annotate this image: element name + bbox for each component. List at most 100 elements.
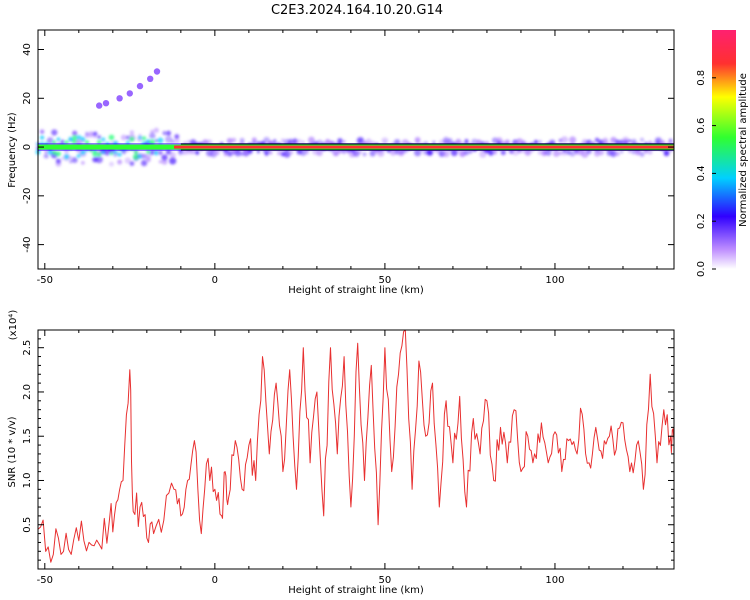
spectrogram-speckle	[92, 131, 98, 137]
spectrogram-speckle	[464, 139, 469, 143]
spectrogram-speckle	[69, 159, 73, 164]
spectrogram-speckle	[615, 151, 620, 157]
spectrogram-speckle	[239, 138, 245, 143]
spectrogram-speckle	[622, 136, 630, 144]
spectrogram-speckle	[415, 139, 420, 144]
spectrogram-speckle	[109, 161, 114, 167]
spectrogram-speckle	[292, 138, 298, 144]
snr-frame	[37, 329, 675, 570]
colorbar-label: Normalized spectral amplitude	[738, 73, 749, 227]
spectrogram-panel: -50 0 50 100 -40 -20 0 20 40 Height of straight …	[7, 29, 675, 296]
spectrogram-x-label: Height of straight line (km)	[288, 285, 424, 296]
spectrogram-speckle	[110, 152, 113, 156]
y-tick-label: 0.5	[22, 517, 33, 533]
spectrogram-speckle	[537, 150, 543, 155]
spectrogram-speckle	[171, 139, 175, 144]
spectrogram-speckle	[358, 139, 362, 143]
colorbar-tick-label: 0.4	[696, 165, 707, 181]
spectrogram-speckle	[365, 138, 372, 144]
spectrogram-speckle	[55, 158, 61, 164]
spectrogram-speckle	[113, 150, 118, 154]
y-tick-label: 1.0	[22, 473, 33, 489]
snr-x-label: Height of straight line (km)	[288, 585, 424, 596]
spectrogram-speckle	[164, 135, 173, 144]
spectrogram-speckle	[93, 135, 97, 139]
spectrogram-speckle	[234, 149, 242, 157]
spectrogram-speckle	[640, 137, 644, 142]
spectrogram-speckle	[161, 159, 168, 165]
colorbar-tick-label: 0.6	[696, 118, 707, 134]
branch-point	[126, 90, 133, 97]
spectrogram-speckle	[149, 132, 156, 139]
spectrogram-speckle	[533, 139, 538, 144]
x-tick-label: -50	[37, 575, 53, 586]
snr-y-multiplier: (x10⁴)	[8, 310, 19, 341]
spectrogram-speckle	[173, 137, 180, 145]
figure-title: C2E3.2024.164.10.20.G14	[271, 3, 443, 18]
spectrogram-speckle	[628, 139, 632, 143]
colorbar-tick-label: 0.2	[696, 213, 707, 229]
spectrogram-speckle	[383, 139, 387, 144]
spectrogram-speckle	[358, 150, 363, 155]
snr-panel: -50 0 50 100 0.5 1.0 1.5 2.0 2.5 Height of strai…	[7, 310, 675, 596]
spectrogram-speckle	[231, 137, 237, 143]
y-tick-label: 2.5	[22, 340, 33, 356]
y-tick-label: -40	[22, 236, 33, 252]
spectrogram-speckle	[223, 151, 228, 157]
branch-point	[147, 75, 154, 83]
y-tick-label: 20	[22, 92, 33, 105]
spectrogram-speckle	[101, 137, 106, 142]
snr-series-line	[37, 329, 675, 563]
spectrogram-speckle	[71, 157, 78, 163]
spectrogram-speckle	[154, 139, 158, 143]
spectrogram-speckle	[301, 140, 305, 144]
spectrogram-speckle	[138, 135, 142, 139]
spectrogram-speckle	[39, 135, 45, 140]
x-tick-label: 0	[212, 575, 218, 586]
spectrogram-speckle	[72, 135, 78, 140]
spectrogram-speckle	[174, 134, 180, 139]
x-tick-label: 50	[379, 575, 392, 586]
spectrogram-speckle	[120, 134, 127, 141]
spectrogram-speckle	[264, 151, 269, 156]
x-tick-label: 100	[545, 275, 564, 286]
spectrogram-speckle	[43, 153, 49, 159]
x-tick-label: 0	[212, 275, 218, 286]
spectrogram-speckle	[227, 138, 233, 144]
x-tick-label: 100	[545, 575, 564, 586]
spectrogram-speckle	[56, 137, 61, 142]
spectrogram-speckle	[442, 150, 450, 158]
spectrogram-speckle	[97, 135, 102, 140]
spectrogram-speckle	[153, 127, 159, 133]
spectrogram-speckle	[154, 151, 159, 156]
spectrogram-ticks: -50 0 50 100 -40 -20 0 20 40	[22, 30, 674, 286]
spectrogram-speckle	[68, 136, 73, 142]
spectrogram-speckle	[256, 150, 260, 154]
spectrogram-speckle	[161, 154, 168, 161]
y-tick-label: -20	[22, 188, 33, 204]
spectrogram-speckle	[39, 129, 45, 134]
spectrogram-speckle	[316, 149, 323, 156]
spectrogram-speckle	[648, 150, 653, 155]
spectrogram-speckle	[158, 151, 163, 155]
spectrogram-speckle	[594, 137, 600, 143]
spectrogram-speckle	[169, 157, 177, 165]
branch-point	[116, 95, 123, 102]
branch-point	[96, 102, 103, 109]
spectrogram-frame	[37, 29, 675, 270]
spectrogram-speckle	[80, 136, 86, 142]
spectrogram-speckle	[51, 129, 58, 136]
spectrogram-speckle	[146, 139, 151, 144]
spectrogram-speckle	[560, 136, 569, 144]
spectrogram-speckle	[129, 130, 135, 135]
y-tick-label: 2.0	[22, 384, 33, 400]
spectrogram-speckle	[129, 136, 135, 142]
spectrogram-speckle	[162, 131, 167, 136]
spectrogram-speckle	[117, 159, 122, 164]
branch-point	[153, 68, 161, 75]
spectrogram-speckle	[352, 149, 360, 158]
spectrogram-speckle	[639, 151, 645, 157]
spectrogram-speckle	[215, 150, 220, 156]
spectrogram-speckle	[268, 150, 273, 155]
colorbar-tick-label: 0.8	[696, 70, 707, 86]
